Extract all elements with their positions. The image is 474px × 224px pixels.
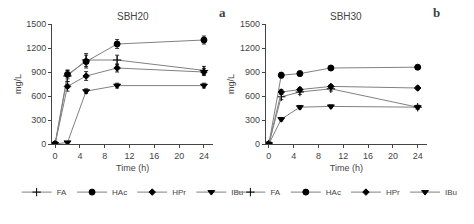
svg-text:0: 0 — [255, 139, 260, 149]
svg-text:SBH30: SBH30 — [330, 11, 362, 22]
svg-text:Time (h): Time (h) — [116, 163, 149, 173]
svg-text:0: 0 — [41, 139, 46, 149]
svg-text:IBu: IBu — [231, 188, 243, 197]
svg-text:8: 8 — [102, 151, 107, 161]
svg-text:12: 12 — [125, 151, 135, 161]
svg-text:900: 900 — [31, 67, 46, 77]
svg-text:20: 20 — [174, 151, 184, 161]
svg-text:HAc: HAc — [112, 188, 127, 197]
svg-text:20: 20 — [388, 151, 398, 161]
svg-text:0: 0 — [266, 151, 271, 161]
svg-text:FA: FA — [57, 188, 67, 197]
svg-text:16: 16 — [363, 151, 373, 161]
svg-text:300: 300 — [245, 115, 260, 125]
svg-text:HAc: HAc — [326, 188, 341, 197]
svg-text:600: 600 — [31, 91, 46, 101]
svg-text:24: 24 — [413, 151, 423, 161]
svg-text:1500: 1500 — [26, 19, 46, 29]
svg-text:600: 600 — [245, 91, 260, 101]
svg-text:mg/L: mg/L — [226, 74, 236, 94]
svg-text:24: 24 — [199, 151, 209, 161]
svg-text:HPr: HPr — [386, 188, 400, 197]
svg-text:8: 8 — [316, 151, 321, 161]
svg-text:12: 12 — [338, 151, 348, 161]
svg-text:4: 4 — [291, 151, 296, 161]
svg-text:4: 4 — [77, 151, 82, 161]
svg-text:a: a — [219, 5, 226, 20]
svg-text:300: 300 — [31, 115, 46, 125]
svg-text:FA: FA — [270, 188, 280, 197]
svg-text:Time (h): Time (h) — [330, 163, 363, 173]
svg-text:16: 16 — [149, 151, 159, 161]
svg-text:1200: 1200 — [26, 43, 46, 53]
svg-text:mg/L: mg/L — [13, 74, 23, 94]
svg-text:SBH20: SBH20 — [117, 11, 149, 22]
svg-text:900: 900 — [245, 67, 260, 77]
svg-text:0: 0 — [53, 151, 58, 161]
svg-text:1200: 1200 — [240, 43, 260, 53]
svg-text:HPr: HPr — [172, 188, 186, 197]
svg-text:IBu: IBu — [445, 188, 457, 197]
svg-text:1500: 1500 — [240, 19, 260, 29]
svg-text:b: b — [433, 5, 440, 20]
